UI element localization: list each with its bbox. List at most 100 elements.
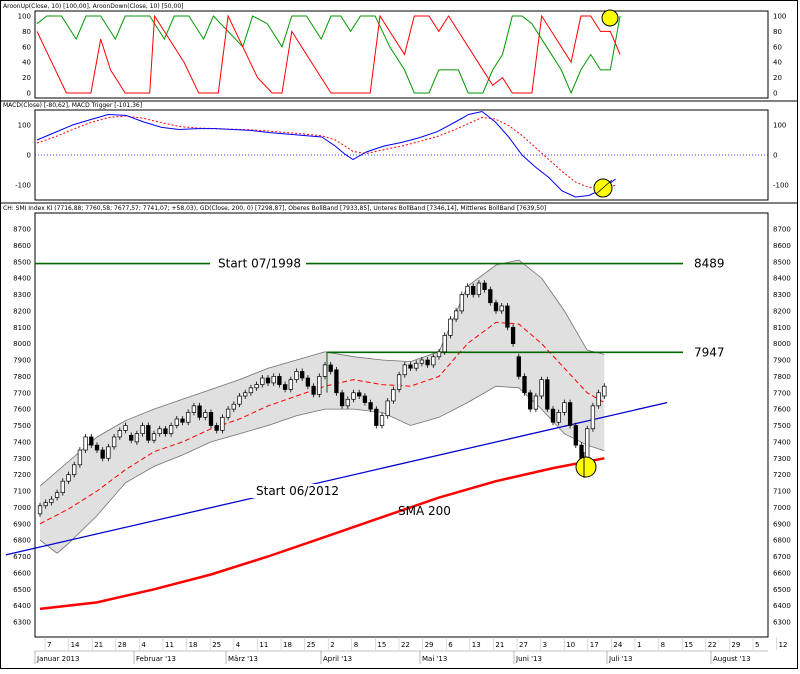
- candle: [231, 403, 236, 410]
- aroon-plot-area: [34, 10, 769, 99]
- candle: [311, 385, 316, 395]
- candle: [322, 364, 328, 377]
- trendline-start-2012: [5, 401, 668, 556]
- price-ytick-left: 7200: [13, 471, 31, 479]
- macd-ytick-left: 0: [27, 152, 31, 160]
- candle: [129, 434, 134, 441]
- candle: [585, 428, 590, 459]
- candle: [402, 364, 407, 376]
- candle: [476, 282, 482, 295]
- macd-header: MACD(Close) [-80,62], MACD Trigger [-101…: [3, 102, 142, 109]
- price-ytick-right: 6900: [773, 520, 791, 528]
- price-ytick-right: 7700: [773, 389, 791, 397]
- x-month-label: Februar '13: [136, 655, 176, 663]
- price-ytick-left: 8300: [13, 291, 31, 299]
- candle: [339, 392, 345, 407]
- price-ytick-right: 8200: [773, 307, 791, 315]
- candle: [408, 364, 413, 369]
- price-ytick-right: 8100: [773, 324, 791, 332]
- candle: [453, 310, 459, 320]
- candle: [414, 362, 419, 369]
- x-day-label: 7: [47, 641, 51, 649]
- candle: [277, 376, 282, 385]
- level-8489-label: 8489: [694, 257, 725, 271]
- candle: [72, 464, 77, 475]
- candle: [602, 385, 607, 397]
- candle: [89, 436, 94, 446]
- sma200-line: [39, 457, 605, 611]
- candle: [168, 425, 174, 435]
- price-ytick-right: 6700: [773, 553, 791, 561]
- x-month-label: Juli '13: [608, 655, 632, 663]
- candle: [510, 326, 516, 344]
- x-day-label: 24: [613, 641, 622, 649]
- candle: [151, 433, 157, 441]
- price-ytick-left: 8200: [13, 307, 31, 315]
- aroon-ytick-left: 40: [22, 59, 31, 67]
- candle: [54, 492, 60, 498]
- x-day-label: 21: [495, 641, 504, 649]
- candle: [539, 379, 544, 397]
- aroon-ytick-left: 20: [22, 74, 31, 82]
- candle: [431, 356, 436, 366]
- x-day-label: 4: [141, 641, 146, 649]
- price-ytick-left: 6800: [13, 537, 31, 545]
- candle: [37, 505, 43, 515]
- price-ytick-right: 8000: [773, 340, 791, 348]
- candle: [174, 418, 179, 426]
- aroon-ytick-left: 80: [22, 28, 31, 36]
- macd-highlight-marker: [595, 179, 613, 195]
- x-day-label: 27: [519, 641, 528, 649]
- candle: [505, 305, 510, 328]
- price-ytick-right: 7900: [773, 357, 791, 365]
- price-ytick-right: 7300: [773, 455, 791, 463]
- aroon-ytick-right: 0: [773, 90, 777, 98]
- candle: [83, 436, 88, 451]
- price-ytick-left: 6600: [13, 569, 31, 577]
- macd-ytick-right: 0: [773, 152, 777, 160]
- candle: [374, 408, 379, 426]
- candle: [567, 402, 573, 426]
- x-day-label: 2: [330, 641, 334, 649]
- candle: [556, 412, 561, 423]
- candle: [334, 369, 339, 394]
- candle: [317, 376, 322, 395]
- price-ytick-right: 8400: [773, 275, 791, 283]
- candle: [146, 425, 151, 441]
- x-day-label: 22: [708, 641, 717, 649]
- annotation-bg: [250, 484, 360, 498]
- macd-trigger-line: [36, 115, 616, 190]
- price-ytick-left: 8500: [13, 258, 31, 266]
- aroon-ytick-left: 100: [18, 13, 31, 21]
- candle: [243, 392, 248, 397]
- candle: [533, 395, 539, 410]
- candle: [100, 449, 105, 459]
- candle: [419, 359, 425, 364]
- candle: [545, 379, 550, 410]
- candle: [140, 425, 145, 435]
- x-day-label: 8: [354, 641, 358, 649]
- x-day-label: 18: [189, 641, 198, 649]
- candle: [191, 405, 197, 413]
- candle: [590, 405, 596, 430]
- candle: [368, 402, 373, 410]
- candle: [357, 392, 362, 397]
- price-ytick-right: 7500: [773, 422, 791, 430]
- candle: [385, 400, 390, 417]
- x-month-label: Januar 2013: [36, 655, 79, 663]
- x-day-label: 6: [448, 641, 453, 649]
- price-ytick-right: 7600: [773, 406, 791, 414]
- x-month-label: März '13: [228, 655, 258, 663]
- candle: [237, 395, 242, 405]
- x-day-label: 15: [377, 641, 386, 649]
- bollinger-upper-line: [39, 259, 605, 487]
- x-month-label: April '13: [323, 655, 352, 663]
- price-ytick-left: 6500: [13, 586, 31, 594]
- candle: [186, 412, 191, 423]
- x-day-label: 13: [472, 641, 481, 649]
- candle: [459, 294, 464, 312]
- bollinger-middle-line: [39, 321, 605, 525]
- candle: [248, 387, 254, 394]
- price-ytick-right: 8300: [773, 291, 791, 299]
